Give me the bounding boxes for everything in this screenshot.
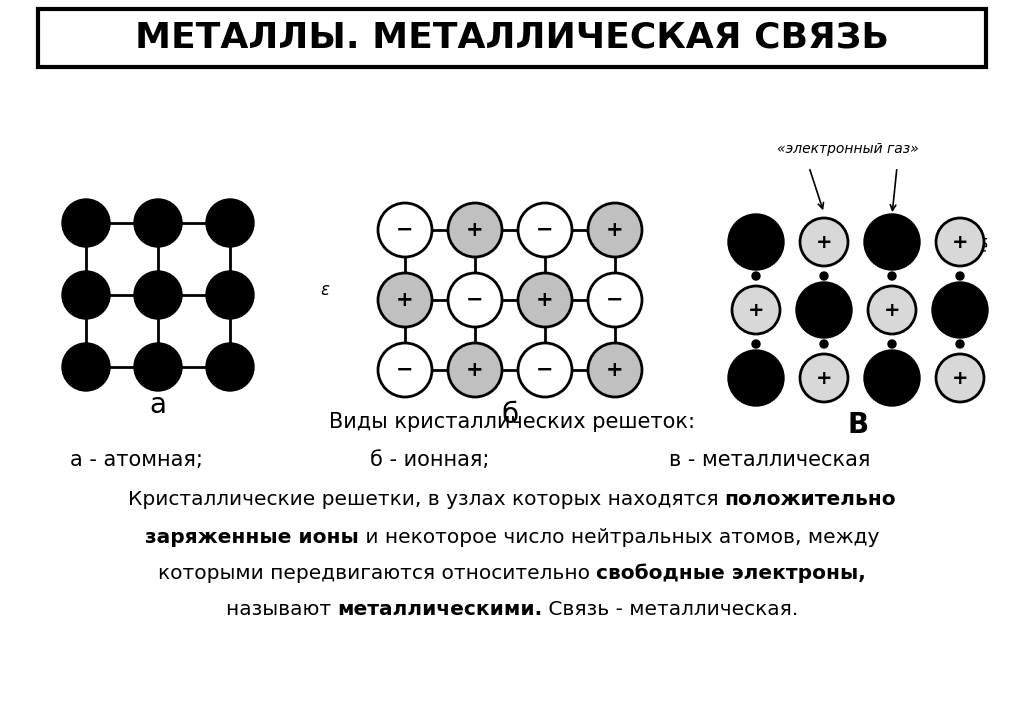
Text: б: б <box>502 401 518 429</box>
Circle shape <box>518 273 572 327</box>
Circle shape <box>588 273 642 327</box>
Text: ē: ē <box>977 238 987 256</box>
Circle shape <box>62 343 110 391</box>
Circle shape <box>378 203 432 257</box>
Circle shape <box>956 272 964 280</box>
Text: +: + <box>537 290 554 310</box>
Text: б - ионная;: б - ионная; <box>371 450 489 470</box>
Text: и некоторое число нейтральных атомов, между: и некоторое число нейтральных атомов, ме… <box>358 528 879 547</box>
Circle shape <box>134 199 182 247</box>
Circle shape <box>820 272 828 280</box>
Text: +: + <box>606 220 624 240</box>
Circle shape <box>62 271 110 319</box>
Circle shape <box>956 340 964 348</box>
Text: свободные электроны,: свободные электроны, <box>596 563 866 583</box>
Circle shape <box>732 286 780 334</box>
Text: −: − <box>606 290 624 310</box>
Circle shape <box>728 214 784 270</box>
Text: металлическими.: металлическими. <box>337 600 542 619</box>
FancyBboxPatch shape <box>38 9 986 67</box>
Circle shape <box>932 282 988 338</box>
Circle shape <box>936 218 984 266</box>
Circle shape <box>800 354 848 402</box>
Circle shape <box>449 203 502 257</box>
Circle shape <box>820 340 828 348</box>
Circle shape <box>62 199 110 247</box>
Circle shape <box>936 354 984 402</box>
Circle shape <box>800 218 848 266</box>
Circle shape <box>378 273 432 327</box>
Text: +: + <box>951 232 969 252</box>
Text: −: − <box>537 220 554 240</box>
Circle shape <box>752 272 760 280</box>
Text: −: − <box>396 360 414 380</box>
Circle shape <box>134 271 182 319</box>
Text: +: + <box>884 300 900 320</box>
Circle shape <box>888 340 896 348</box>
Text: +: + <box>816 232 833 252</box>
Circle shape <box>728 350 784 406</box>
Circle shape <box>864 214 920 270</box>
Text: а: а <box>150 391 167 419</box>
Circle shape <box>796 282 852 338</box>
Text: а - атомная;: а - атомная; <box>70 450 203 470</box>
Circle shape <box>518 203 572 257</box>
Text: +: + <box>816 368 833 388</box>
Text: −: − <box>537 360 554 380</box>
Text: +: + <box>466 220 483 240</box>
Text: +: + <box>606 360 624 380</box>
Text: −: − <box>396 220 414 240</box>
Text: +: + <box>951 368 969 388</box>
Circle shape <box>752 340 760 348</box>
Text: +: + <box>396 290 414 310</box>
Circle shape <box>206 199 254 247</box>
Text: заряженные ионы: заряженные ионы <box>145 528 358 547</box>
Circle shape <box>206 343 254 391</box>
Text: которыми передвигаются относительно: которыми передвигаются относительно <box>158 564 596 583</box>
Circle shape <box>588 343 642 397</box>
Text: называют: называют <box>225 600 337 619</box>
Text: Кристаллические решетки, в узлах которых находятся: Кристаллические решетки, в узлах которых… <box>128 490 725 509</box>
Circle shape <box>449 273 502 327</box>
Text: −: − <box>466 290 483 310</box>
Circle shape <box>449 343 502 397</box>
Text: ε: ε <box>321 281 330 299</box>
Circle shape <box>864 350 920 406</box>
Text: Связь - металлическая.: Связь - металлическая. <box>542 600 799 619</box>
Circle shape <box>588 203 642 257</box>
Circle shape <box>378 343 432 397</box>
Circle shape <box>868 286 916 334</box>
Text: «электронный газ»: «электронный газ» <box>777 142 919 156</box>
Text: положительно: положительно <box>725 490 896 509</box>
Text: +: + <box>466 360 483 380</box>
Text: Виды кристаллических решеток:: Виды кристаллических решеток: <box>329 412 695 432</box>
Text: в - металлическая: в - металлическая <box>670 450 870 470</box>
Text: МЕТАЛЛЫ. МЕТАЛЛИЧЕСКАЯ СВЯЗЬ: МЕТАЛЛЫ. МЕТАЛЛИЧЕСКАЯ СВЯЗЬ <box>135 21 889 55</box>
Text: В: В <box>848 411 868 439</box>
Circle shape <box>206 271 254 319</box>
Circle shape <box>518 343 572 397</box>
Circle shape <box>134 343 182 391</box>
Text: +: + <box>748 300 764 320</box>
Circle shape <box>888 272 896 280</box>
